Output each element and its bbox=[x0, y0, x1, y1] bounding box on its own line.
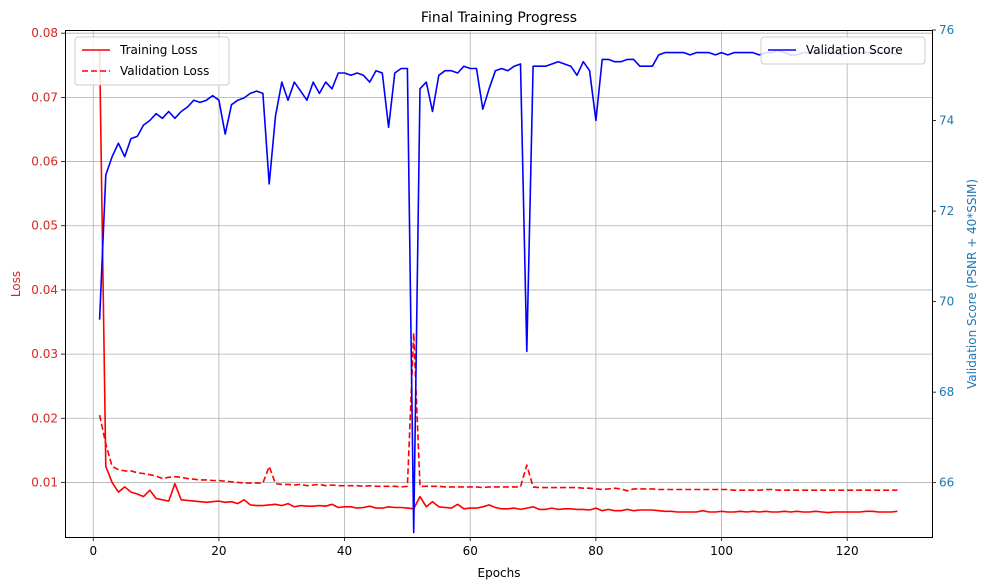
x-tick-label: 80 bbox=[588, 544, 603, 558]
x-tick-label: 0 bbox=[89, 544, 97, 558]
y-axis-left-title: Loss bbox=[9, 271, 23, 297]
y-left-tick-label: 0.05 bbox=[31, 219, 58, 233]
legend-left-box bbox=[74, 36, 230, 86]
x-tick-label: 100 bbox=[710, 544, 733, 558]
y-right-tick-label: 72 bbox=[939, 204, 954, 218]
y-right-tick-label: 74 bbox=[939, 114, 954, 128]
legend-label-training-loss: Training Loss bbox=[119, 43, 197, 57]
x-axis: 0 20 40 60 80 100 120 bbox=[89, 537, 859, 558]
grid bbox=[65, 30, 932, 537]
y-axis-left: 0.01 0.02 0.03 0.04 0.05 0.06 0.07 0.08 bbox=[31, 26, 65, 489]
y-right-tick-label: 66 bbox=[939, 476, 954, 490]
y-left-tick-label: 0.01 bbox=[31, 475, 58, 489]
x-tick-label: 40 bbox=[337, 544, 352, 558]
plot-frame bbox=[65, 30, 933, 538]
y-right-tick-label: 68 bbox=[939, 385, 954, 399]
x-axis-title: Epochs bbox=[478, 566, 521, 580]
y-left-tick-label: 0.07 bbox=[31, 90, 58, 104]
y-left-tick-label: 0.02 bbox=[31, 411, 58, 425]
y-right-tick-label: 70 bbox=[939, 295, 954, 309]
x-tick-label: 60 bbox=[463, 544, 478, 558]
y-left-tick-label: 0.08 bbox=[31, 26, 58, 40]
y-left-tick-label: 0.06 bbox=[31, 155, 58, 169]
y-axis-right-title: Validation Score (PSNR + 40*SSIM) bbox=[965, 179, 979, 389]
y-left-tick-label: 0.04 bbox=[31, 283, 58, 297]
y-right-tick-label: 76 bbox=[939, 23, 954, 37]
legend-label-validation-score: Validation Score bbox=[806, 43, 903, 57]
y-axis-right: 66 68 70 72 74 76 bbox=[932, 23, 954, 490]
legend-right-box bbox=[760, 36, 926, 65]
y-left-tick-label: 0.03 bbox=[31, 347, 58, 361]
legend-right: Validation Score bbox=[760, 36, 926, 65]
training-loss-line bbox=[98, 49, 898, 514]
x-tick-label: 20 bbox=[211, 544, 226, 558]
validation-loss-line bbox=[98, 332, 898, 492]
legend-label-validation-loss: Validation Loss bbox=[120, 64, 209, 78]
chart-title: Final Training Progress bbox=[421, 10, 577, 26]
x-tick-label: 120 bbox=[836, 544, 859, 558]
legend-left: Training Loss Validation Loss bbox=[74, 36, 230, 86]
